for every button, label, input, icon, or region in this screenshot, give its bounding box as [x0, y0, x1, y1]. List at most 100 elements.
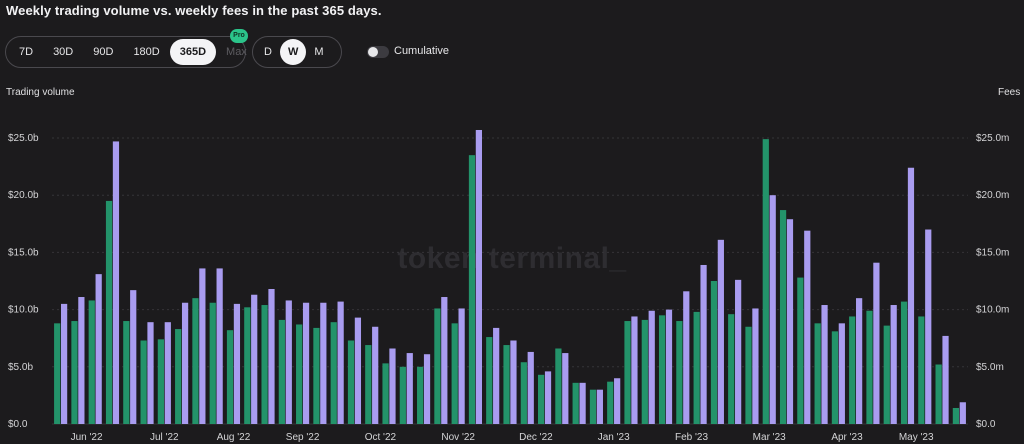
- fees-bar: [959, 402, 966, 424]
- fees-bar: [683, 291, 690, 424]
- fees-bar: [372, 326, 379, 424]
- volume-bar: [244, 307, 251, 424]
- fees-bar: [717, 239, 724, 424]
- fees-bar: [527, 351, 534, 424]
- volume-bar: [209, 302, 216, 424]
- left-tick-label: $20.0b: [8, 190, 39, 201]
- cumulative-label: Cumulative: [394, 45, 450, 57]
- volume-bar: [831, 331, 839, 424]
- x-tick-label: Nov '22: [441, 432, 475, 443]
- fees-bar: [441, 297, 448, 424]
- volume-bar: [900, 301, 908, 424]
- right-tick-label: $10.0m: [976, 305, 1009, 316]
- x-tick-label: Dec '22: [519, 432, 553, 443]
- watermark-text: token terminal_: [397, 242, 626, 275]
- fees-bar: [78, 297, 85, 424]
- fees-bar: [95, 274, 102, 424]
- fees-bar: [112, 141, 120, 424]
- left-tick-label: $0.0: [8, 419, 28, 430]
- fees-bar: [890, 305, 897, 424]
- fees-bar: [648, 310, 655, 424]
- fees-bar: [60, 303, 68, 424]
- fees-bar: [268, 289, 275, 424]
- volume-bar: [157, 339, 164, 424]
- fees-bar: [752, 308, 759, 424]
- range-option-365d[interactable]: 365D: [169, 39, 217, 65]
- fees-bar: [631, 316, 638, 424]
- fees-bar: [354, 317, 362, 424]
- volume-bar: [676, 321, 683, 424]
- right-tick-label: $15.0m: [976, 247, 1009, 258]
- fees-bar: [216, 268, 223, 424]
- volume-bar: [814, 323, 821, 424]
- fees-bar: [130, 290, 137, 424]
- fees-bar: [544, 371, 552, 424]
- fees-bar: [925, 229, 932, 424]
- range-option-7d[interactable]: 7D: [19, 46, 34, 58]
- fees-bar: [838, 323, 845, 424]
- cumulative-toggle[interactable]: [367, 46, 389, 58]
- fees-bar: [596, 389, 603, 424]
- volume-bar: [589, 389, 597, 424]
- volume-bar: [296, 324, 303, 424]
- volume-bar: [935, 364, 942, 424]
- volume-bar: [399, 366, 406, 424]
- fees-bar: [665, 309, 673, 424]
- x-tick-label: May '23: [899, 432, 934, 443]
- volume-bar: [347, 340, 355, 424]
- granularity-option-d[interactable]: D: [264, 46, 272, 58]
- volume-bar: [866, 310, 873, 424]
- volume-bar: [261, 305, 268, 424]
- volume-bar: [313, 327, 320, 424]
- volume-bar: [451, 323, 458, 424]
- fees-bar: [389, 348, 396, 424]
- range-option-90d[interactable]: 90D: [93, 46, 114, 58]
- volume-bar: [278, 319, 285, 424]
- volume-bar: [710, 281, 718, 424]
- volume-bar: [607, 381, 614, 424]
- granularity-option-m[interactable]: M: [314, 46, 324, 58]
- volume-bar: [365, 345, 372, 424]
- x-tick-label: Jun '22: [71, 432, 103, 443]
- fees-bar: [233, 303, 241, 424]
- fees-bar: [406, 353, 413, 424]
- fees-bar: [493, 327, 500, 424]
- volume-bar: [417, 366, 424, 424]
- x-tick-label: Oct '22: [365, 432, 397, 443]
- volume-bar: [641, 319, 648, 424]
- volume-bar: [918, 316, 925, 424]
- volume-bar: [382, 363, 389, 424]
- left-tick-label: $5.0b: [8, 362, 33, 373]
- range-option-180d[interactable]: 180D: [133, 46, 160, 58]
- fees-bar: [907, 167, 915, 425]
- volume-bar: [520, 362, 527, 424]
- fees-bar: [562, 353, 569, 424]
- volume-bar: [779, 210, 787, 424]
- x-tick-label: Aug '22: [217, 432, 251, 443]
- volume-bar: [624, 321, 631, 424]
- fees-bar: [302, 302, 310, 424]
- fees-bar: [579, 382, 586, 424]
- volume-bar: [486, 337, 493, 424]
- chart-title: Weekly trading volume vs. weekly fees in…: [6, 3, 382, 18]
- right-tick-label: $5.0m: [976, 362, 1004, 373]
- fees-bar: [700, 264, 707, 424]
- range-option-30d[interactable]: 30D: [53, 46, 74, 58]
- x-tick-label: Mar '23: [753, 432, 786, 443]
- volume-bar: [728, 314, 735, 424]
- volume-bar: [849, 316, 856, 424]
- time-range-selector: 7D 30D 90D 180D 365D Max: [5, 36, 247, 68]
- x-tick-label: Jan '23: [598, 432, 630, 443]
- pro-badge: Pro: [230, 29, 248, 43]
- volume-bar: [693, 311, 700, 424]
- fees-bar: [458, 308, 465, 424]
- volume-bar: [555, 348, 562, 424]
- left-tick-label: $10.0b: [8, 305, 39, 316]
- volume-bar: [330, 322, 337, 424]
- fees-bar: [769, 195, 776, 424]
- granularity-option-w[interactable]: W: [279, 39, 307, 65]
- fees-bar: [320, 302, 327, 424]
- volume-bar: [745, 326, 752, 424]
